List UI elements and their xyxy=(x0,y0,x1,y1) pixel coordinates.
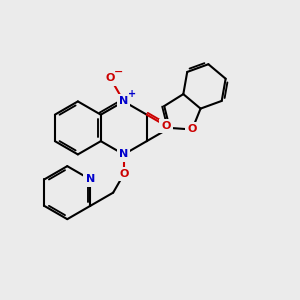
Text: N: N xyxy=(85,174,95,184)
Text: O: O xyxy=(161,121,171,131)
Text: N: N xyxy=(119,149,128,159)
Text: O: O xyxy=(188,124,197,134)
Text: N: N xyxy=(119,96,128,106)
Text: −: − xyxy=(114,67,123,77)
Text: +: + xyxy=(128,89,136,99)
Text: O: O xyxy=(106,74,115,83)
Text: O: O xyxy=(119,169,128,179)
